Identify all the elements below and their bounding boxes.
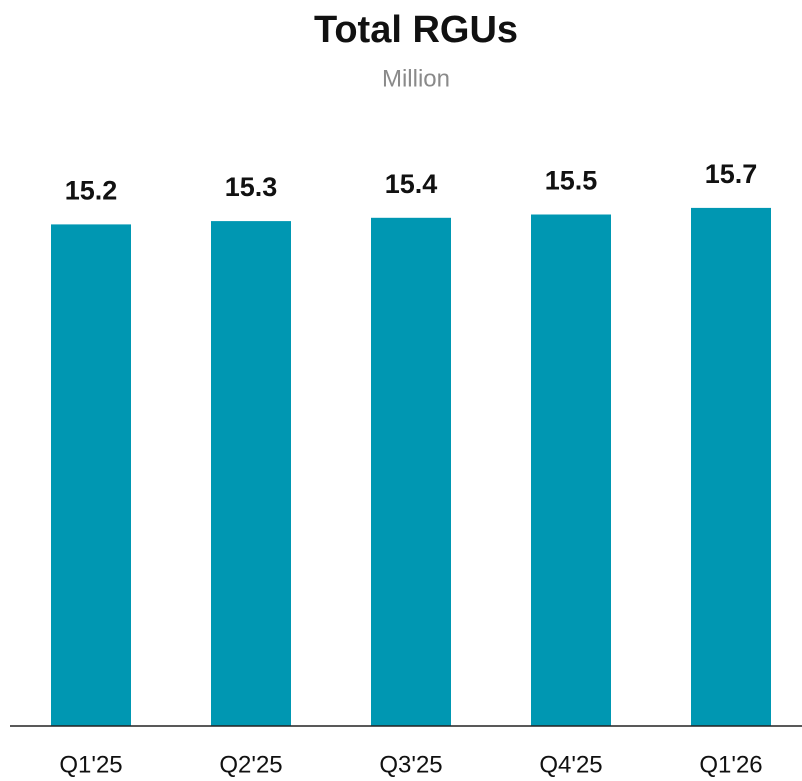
chart-subtitle: Million	[382, 65, 450, 92]
value-label: 15.5	[545, 166, 598, 196]
x-tick-label: Q1'26	[699, 751, 762, 778]
x-tick-label: Q4'25	[539, 751, 602, 778]
value-label: 15.4	[385, 169, 438, 199]
x-tick-label: Q1'25	[59, 751, 122, 778]
x-tick-label: Q2'25	[219, 751, 282, 778]
value-label: 15.7	[705, 159, 758, 189]
bar	[531, 214, 611, 726]
value-label: 15.3	[225, 172, 278, 202]
bar	[691, 207, 771, 726]
bar	[371, 217, 451, 727]
x-tick-label: Q3'25	[379, 751, 442, 778]
bar	[51, 224, 131, 726]
value-label: 15.2	[65, 176, 118, 206]
chart-title: Total RGUs	[314, 9, 518, 51]
bar	[211, 221, 291, 726]
